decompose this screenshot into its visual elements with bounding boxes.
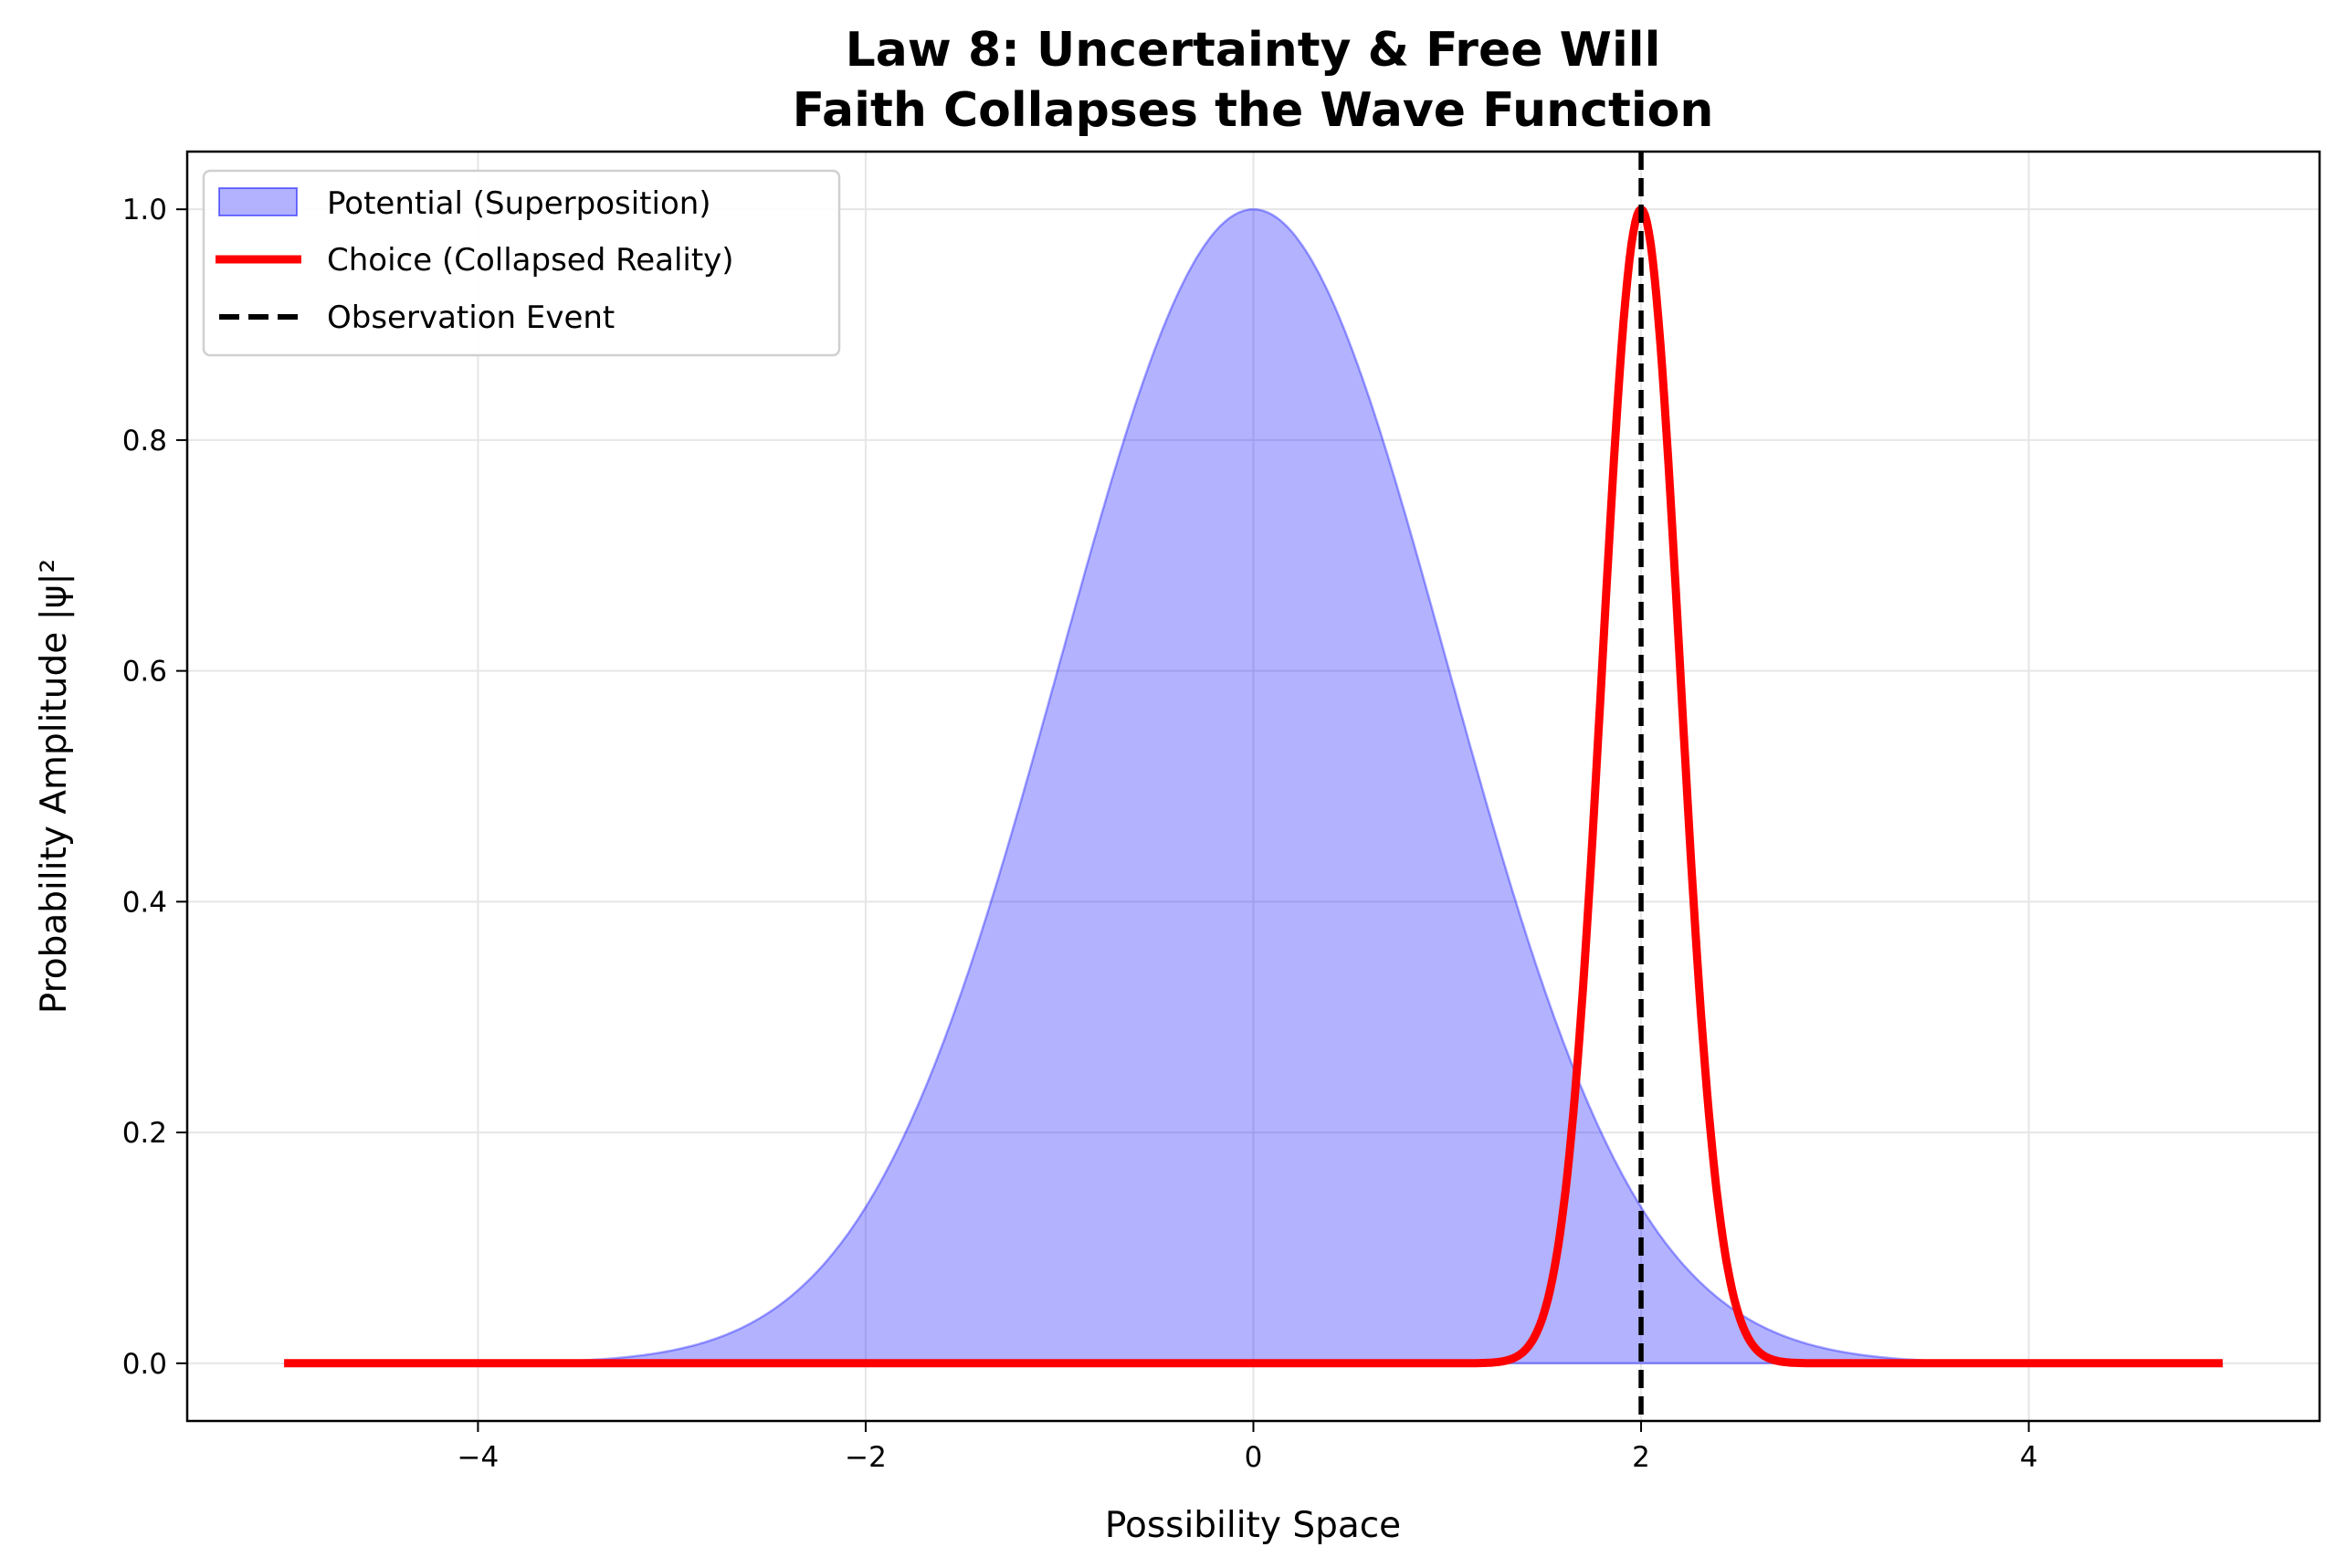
legend-label-potential: Potential (Superposition) <box>327 185 711 222</box>
x-tick-label: −4 <box>458 1441 500 1474</box>
legend-label-choice: Choice (Collapsed Reality) <box>327 242 734 279</box>
choice-line <box>281 205 2226 1368</box>
y-tick-label: 1.0 <box>122 194 167 226</box>
legend-frame <box>202 169 841 357</box>
chart-title: Law 8: Uncertainty & Free Will <box>846 23 1661 78</box>
ticks: −4 −2 0 2 4 0.0 0.2 0.4 0.6 0.8 1.0 <box>122 194 2038 1474</box>
y-axis-label: Probability Amplitude |ψ|² <box>34 559 75 1014</box>
potential-area <box>279 207 2224 1365</box>
chart-subtitle: Faith Collapses the Wave Function <box>793 83 1714 138</box>
plot-area <box>279 152 2226 1421</box>
legend-swatch-potential <box>218 187 298 216</box>
y-tick-label: 0.2 <box>122 1117 167 1150</box>
y-tick-label: 0.8 <box>122 425 167 458</box>
legend: Potential (Superposition) Choice (Collap… <box>202 169 841 357</box>
x-tick-label: 0 <box>1245 1441 1263 1474</box>
legend-label-observation: Observation Event <box>327 300 615 336</box>
y-tick-label: 0.0 <box>122 1348 167 1381</box>
y-tick-label: 0.4 <box>122 886 167 919</box>
x-tick-label: 4 <box>2020 1441 2038 1474</box>
x-tick-label: 2 <box>1632 1441 1650 1474</box>
x-axis-label: Possibility Space <box>1105 1505 1401 1546</box>
x-tick-label: −2 <box>845 1441 887 1474</box>
y-tick-label: 0.6 <box>122 656 167 689</box>
